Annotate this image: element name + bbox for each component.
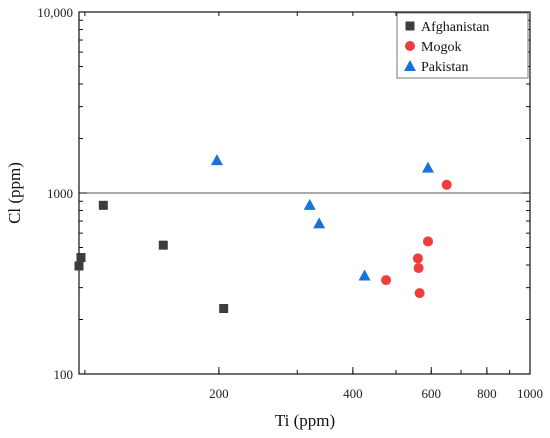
point-mogok [441,179,452,190]
x-axis-label: Ti (ppm) [275,411,335,430]
y-tick-label: 100 [54,367,74,382]
x-tick-label: 800 [477,386,497,401]
point-pakistan [358,269,371,281]
point-afghanistan [219,304,229,314]
legend-label-pakistan: Pakistan [421,60,468,75]
legend-marker-mogok [405,41,415,51]
x-axis: 200 400 600 800 1000 [84,12,543,401]
point-afghanistan [76,253,86,263]
y-tick-label: 10,000 [37,5,73,20]
point-mogok [423,236,434,247]
point-mogok [381,275,392,286]
legend-box [396,12,529,79]
legend-label-mogok: Mogok [421,40,461,55]
x-tick-label: 600 [422,386,442,401]
point-mogok [414,288,425,299]
legend-marker-afghanistan [405,21,415,31]
point-pakistan [422,161,435,173]
data-points [74,154,452,314]
legend: Afghanistan Mogok Pakistan [396,12,529,79]
y-tick-label: 1000 [47,186,73,201]
legend-marker-pakistan [404,60,416,71]
point-afghanistan [158,240,168,250]
legend-label-afghanistan: Afghanistan [421,20,489,35]
point-pakistan [313,217,326,229]
point-mogok [413,263,424,274]
point-afghanistan [98,200,108,210]
x-tick-label: 400 [343,386,363,401]
y-axis-label: Cl (ppm) [5,162,24,224]
y-axis: 100 1000 10,000 [37,5,530,382]
point-mogok [412,253,423,264]
x-tick-label: 1000 [517,386,543,401]
point-pakistan [303,198,316,210]
x-tick-label: 200 [209,386,229,401]
point-afghanistan [74,261,84,271]
point-pakistan [210,154,223,166]
